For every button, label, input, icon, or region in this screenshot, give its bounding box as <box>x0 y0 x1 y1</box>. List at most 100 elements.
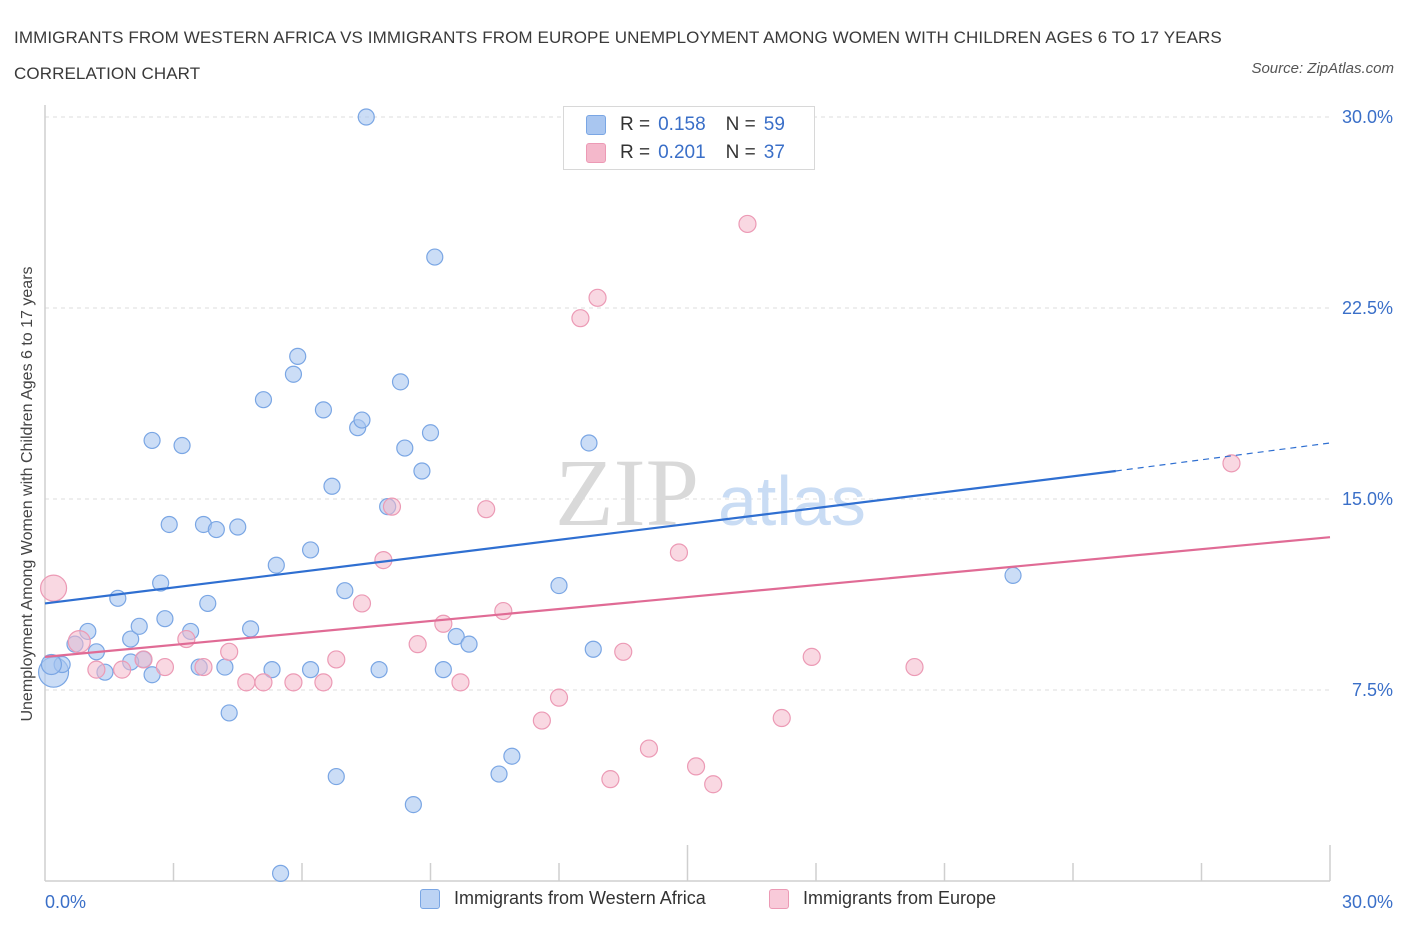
data-point-europe <box>327 650 346 669</box>
data-point-europe <box>67 630 91 654</box>
correlation-legend: R = 0.158 N = 59 R = 0.201 N = 37 <box>563 106 815 170</box>
data-point-western-africa <box>242 620 260 638</box>
data-point-western-africa <box>323 477 341 495</box>
data-point-western-africa <box>434 661 452 679</box>
data-point-europe <box>532 711 551 730</box>
r-label: R = <box>620 142 651 163</box>
data-point-western-africa <box>229 518 247 536</box>
y-axis-label: Unemployment Among Women with Children A… <box>19 266 36 722</box>
n-label: N = <box>725 114 756 135</box>
legend-swatch-pink <box>769 888 789 909</box>
data-point-western-africa <box>353 411 371 429</box>
trend-line-western-africa-extension <box>1115 442 1331 472</box>
data-point-western-africa <box>314 401 333 419</box>
legend-swatch-blue <box>420 888 440 909</box>
axes <box>44 105 1331 882</box>
legend-row-western-africa: R = 0.158 N = 59 <box>586 113 805 137</box>
legend-row-europe: R = 0.201 N = 37 <box>586 141 805 165</box>
trend-line-europe <box>44 536 1331 658</box>
r-value: 0.158 <box>658 114 706 135</box>
y-tick-label: 15.0% <box>1342 489 1393 509</box>
data-point-western-africa <box>357 108 375 126</box>
data-point-western-africa <box>220 704 238 722</box>
data-point-europe <box>588 288 607 307</box>
data-point-europe <box>686 757 706 776</box>
data-point-europe <box>112 660 132 679</box>
data-point-western-africa <box>289 347 307 365</box>
data-point-europe <box>352 594 372 613</box>
data-point-western-africa <box>160 515 178 534</box>
data-point-western-africa <box>421 424 440 442</box>
data-point-western-africa <box>156 610 174 628</box>
legend-swatch-pink <box>586 143 606 163</box>
data-point-western-africa <box>152 574 170 592</box>
data-point-europe <box>614 642 633 661</box>
r-value: 0.201 <box>658 142 706 163</box>
data-point-western-africa <box>447 627 465 646</box>
data-point-europe <box>669 543 689 562</box>
data-point-europe <box>802 647 821 666</box>
data-point-europe <box>601 770 620 789</box>
data-point-europe <box>237 673 256 692</box>
data-point-europe <box>571 309 590 328</box>
data-point-western-africa <box>404 795 422 814</box>
data-point-europe <box>155 657 175 677</box>
data-point-europe <box>477 500 496 519</box>
data-point-europe <box>314 673 333 692</box>
trend-lines <box>44 442 1331 658</box>
data-point-western-africa <box>503 747 521 765</box>
x-tick-label: 30.0% <box>1342 892 1393 912</box>
data-point-western-africa <box>1004 566 1022 585</box>
data-point-western-africa <box>490 765 508 783</box>
data-point-western-africa <box>413 462 431 480</box>
data-point-europe <box>220 642 239 661</box>
data-point-europe <box>704 775 723 794</box>
trend-line-western-africa <box>44 469 1116 605</box>
data-point-western-africa <box>301 541 320 559</box>
data-point-europe <box>905 657 924 677</box>
series-western-africa <box>37 108 1022 882</box>
data-point-europe <box>639 739 659 758</box>
data-point-western-africa <box>327 767 345 786</box>
data-point-western-africa <box>267 556 285 574</box>
data-point-europe <box>39 574 68 602</box>
data-point-europe <box>434 614 453 633</box>
legend-item-western-africa: Immigrants from Western Africa <box>420 888 706 909</box>
data-point-europe <box>87 660 106 679</box>
data-point-western-africa <box>550 576 568 595</box>
data-point-western-africa <box>207 520 225 539</box>
legend-label: Immigrants from Europe <box>803 888 997 908</box>
data-point-western-africa <box>580 434 598 452</box>
data-point-europe <box>1222 454 1241 473</box>
data-point-western-africa <box>130 617 148 635</box>
data-point-europe <box>408 635 427 654</box>
legend-swatch-blue <box>586 115 606 135</box>
watermark-zip: ZIP <box>555 439 699 546</box>
data-point-western-africa <box>370 661 388 679</box>
data-point-western-africa <box>263 661 281 679</box>
r-label: R = <box>620 114 651 135</box>
data-point-western-africa <box>584 640 602 658</box>
y-tick-label: 30.0% <box>1342 107 1393 127</box>
data-point-western-africa <box>271 864 290 882</box>
data-point-europe <box>772 708 791 728</box>
data-point-europe <box>494 601 513 621</box>
data-point-western-africa <box>143 431 161 450</box>
data-point-western-africa <box>336 582 354 600</box>
data-point-europe <box>549 688 569 707</box>
source-label: Source: ZipAtlas.com <box>1251 60 1394 77</box>
legend-item-europe: Immigrants from Europe <box>769 888 996 909</box>
data-point-western-africa <box>284 365 303 383</box>
x-tick-label: 0.0% <box>45 892 86 912</box>
tick-labels: 7.5% 15.0% 22.5% 30.0% 0.0% 30.0% <box>45 107 1393 912</box>
data-point-europe <box>254 673 273 692</box>
data-point-western-africa <box>216 658 234 676</box>
n-label: N = <box>725 142 756 163</box>
watermark-atlas: atlas <box>718 462 866 540</box>
n-value: 37 <box>763 142 785 163</box>
data-point-western-africa <box>426 248 444 266</box>
watermark: ZIP atlas <box>555 439 866 546</box>
data-point-europe <box>134 650 153 669</box>
data-point-europe <box>194 657 213 677</box>
